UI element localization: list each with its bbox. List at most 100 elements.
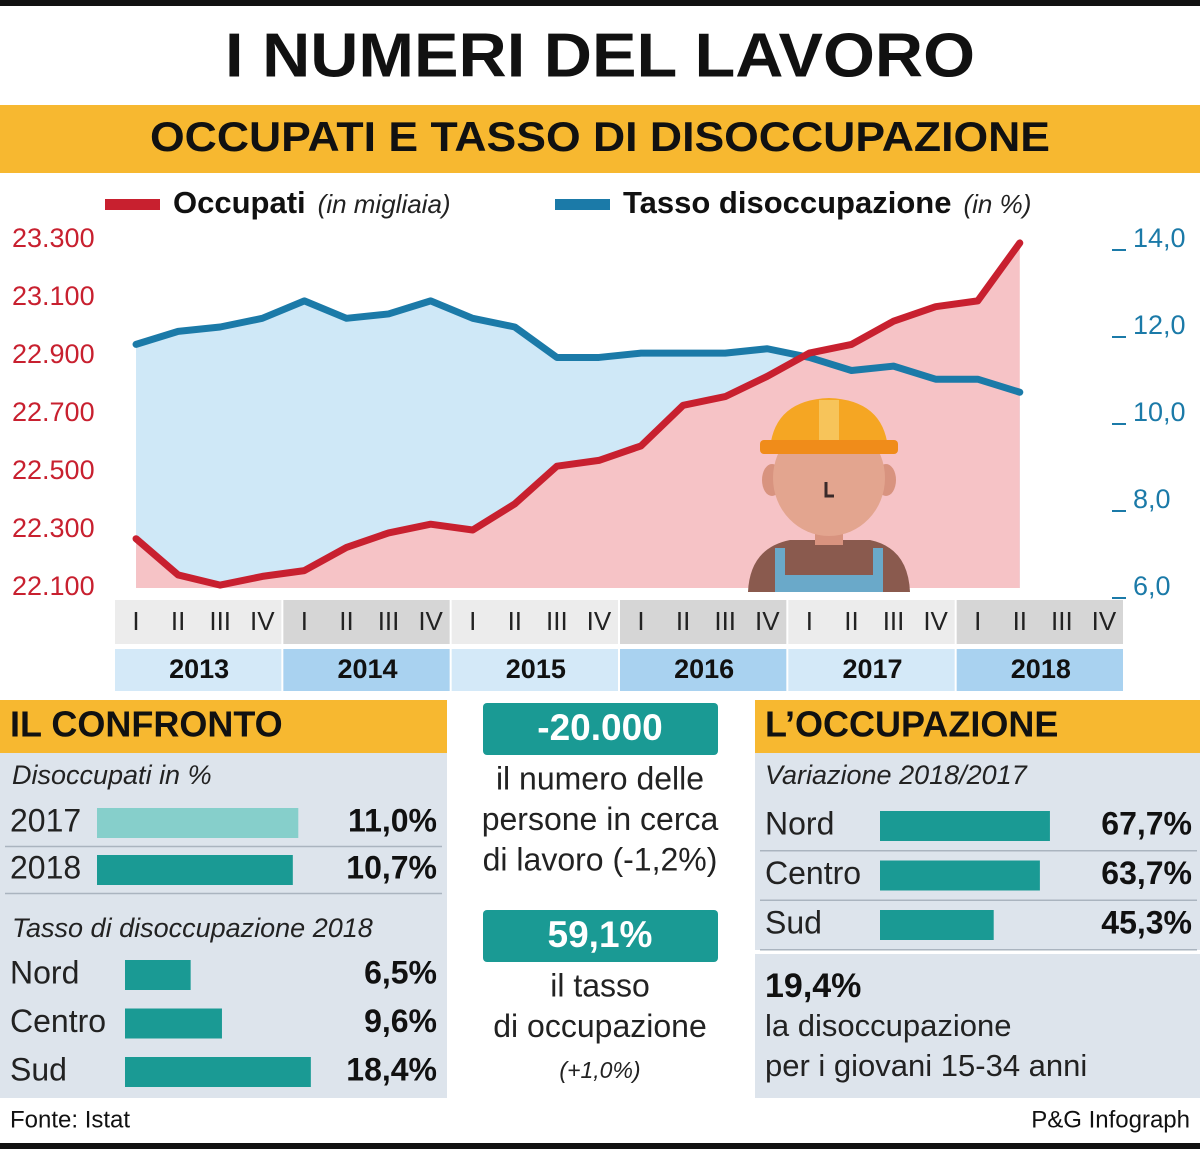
legend-label: Tasso disoccupazione xyxy=(623,185,951,220)
highlight-value: -20.000 xyxy=(537,707,663,748)
year-cell xyxy=(451,649,618,691)
highlight-value: 59,1% xyxy=(548,914,653,955)
y2-tick-label: 10,0 xyxy=(1133,397,1186,427)
x-tick-label: I xyxy=(132,606,139,636)
year-label: 2015 xyxy=(506,654,566,684)
occupazione-title: L’OCCUPAZIONE xyxy=(765,704,1058,745)
value-label: 45,3% xyxy=(1101,904,1192,940)
highlight-note: (+1,0%) xyxy=(559,1057,640,1083)
bar xyxy=(880,860,1040,891)
year-label: 2017 xyxy=(842,654,902,684)
x-tick-label: IV xyxy=(250,606,275,636)
bottom-rule xyxy=(0,1143,1200,1149)
year-label: 2014 xyxy=(337,654,397,684)
x-tick-label: II xyxy=(508,606,522,636)
year-label: 2013 xyxy=(169,654,229,684)
x-tick-label: II xyxy=(844,606,858,636)
x-tick-label: IV xyxy=(755,606,780,636)
x-tick-label: III xyxy=(714,606,736,636)
series-line xyxy=(132,239,1024,589)
quarter-row-bg xyxy=(788,600,955,644)
x-tick-label: I xyxy=(806,606,813,636)
row-label: Sud xyxy=(765,904,822,940)
x-tick-label: IV xyxy=(587,606,612,636)
year-cell xyxy=(788,649,955,691)
x-tick-label: I xyxy=(301,606,308,636)
y-tick-label: 22.300 xyxy=(12,513,95,543)
x-tick-label: II xyxy=(1013,606,1027,636)
x-tick-label: II xyxy=(676,606,690,636)
x-tick-label: III xyxy=(883,606,905,636)
legend-swatch xyxy=(105,199,160,210)
top-rule xyxy=(0,0,1200,6)
bar xyxy=(125,1057,311,1087)
value-label: 10,7% xyxy=(346,849,437,885)
row-label: 2018 xyxy=(10,849,81,885)
confronto-band xyxy=(0,700,447,753)
quarter-row-bg xyxy=(283,600,450,644)
quarter-row-bg xyxy=(620,600,787,644)
x-tick-label: II xyxy=(339,606,353,636)
source: Fonte: Istat xyxy=(10,1106,130,1133)
legend-unit: (in migliaia) xyxy=(318,189,451,219)
bar xyxy=(125,1008,222,1039)
x-tick-label: IV xyxy=(418,606,443,636)
x-tick-label: I xyxy=(469,606,476,636)
row-label: Centro xyxy=(10,1003,106,1039)
group-title: Disoccupati in % xyxy=(12,760,212,790)
credit: P&G Infograph xyxy=(1031,1106,1190,1133)
legend-unit: (in %) xyxy=(963,189,1031,219)
x-tick-label: II xyxy=(171,606,185,636)
row-label: Nord xyxy=(10,954,79,990)
quarter-row-bg xyxy=(451,600,618,644)
value-label: 9,6% xyxy=(364,1003,437,1039)
x-tick-label: I xyxy=(637,606,644,636)
youth-text: per i giovani 15-34 anni xyxy=(765,1048,1087,1083)
year-label: 2018 xyxy=(1011,654,1071,684)
legend-swatch xyxy=(555,199,610,210)
occupazione-subtitle: Variazione 2018/2017 xyxy=(765,760,1028,790)
highlight-box xyxy=(483,703,718,755)
quarter-row-bg xyxy=(956,600,1123,644)
value-label: 63,7% xyxy=(1101,855,1192,891)
row-label: 2017 xyxy=(10,802,81,838)
row-label: Nord xyxy=(765,805,834,841)
bar xyxy=(97,808,299,838)
occupazione-band xyxy=(755,700,1200,753)
x-tick-label: III xyxy=(378,606,400,636)
quarter-row-bg xyxy=(115,600,282,644)
y2-tick-label: 14,0 xyxy=(1133,223,1186,253)
youth-value: 19,4% xyxy=(765,967,861,1005)
highlight-text: persone in cerca xyxy=(482,801,719,837)
bar xyxy=(97,855,293,885)
year-cell xyxy=(115,649,282,691)
value-label: 18,4% xyxy=(346,1051,437,1087)
x-tick-label: IV xyxy=(923,606,948,636)
y-tick-label: 23.300 xyxy=(12,223,95,253)
highlight-box xyxy=(483,910,718,962)
x-tick-label: IV xyxy=(1092,606,1117,636)
value-label: 6,5% xyxy=(364,954,437,990)
year-cell xyxy=(283,649,450,691)
group-title: Tasso di disoccupazione 2018 xyxy=(12,913,373,943)
series-line xyxy=(132,297,1024,396)
chart-title: OCCUPATI E TASSO DI DISOCCUPAZIONE xyxy=(150,113,1050,160)
x-tick-label: I xyxy=(974,606,981,636)
y2-tick-label: 12,0 xyxy=(1133,310,1186,340)
bar xyxy=(880,811,1050,841)
value-label: 67,7% xyxy=(1101,805,1192,841)
y-tick-label: 23.100 xyxy=(12,281,95,311)
y2-tick-label: 8,0 xyxy=(1133,484,1171,514)
year-cell xyxy=(956,649,1123,691)
year-label: 2016 xyxy=(674,654,734,684)
confronto-title: IL CONFRONTO xyxy=(10,704,283,745)
row-label: Centro xyxy=(765,855,861,891)
x-tick-label: III xyxy=(1051,606,1073,636)
y-tick-label: 22.500 xyxy=(12,455,95,485)
y-tick-label: 22.900 xyxy=(12,339,95,369)
year-cell xyxy=(620,649,787,691)
bar xyxy=(880,910,994,940)
main-title: I NUMERI DEL LAVORO xyxy=(225,21,975,90)
